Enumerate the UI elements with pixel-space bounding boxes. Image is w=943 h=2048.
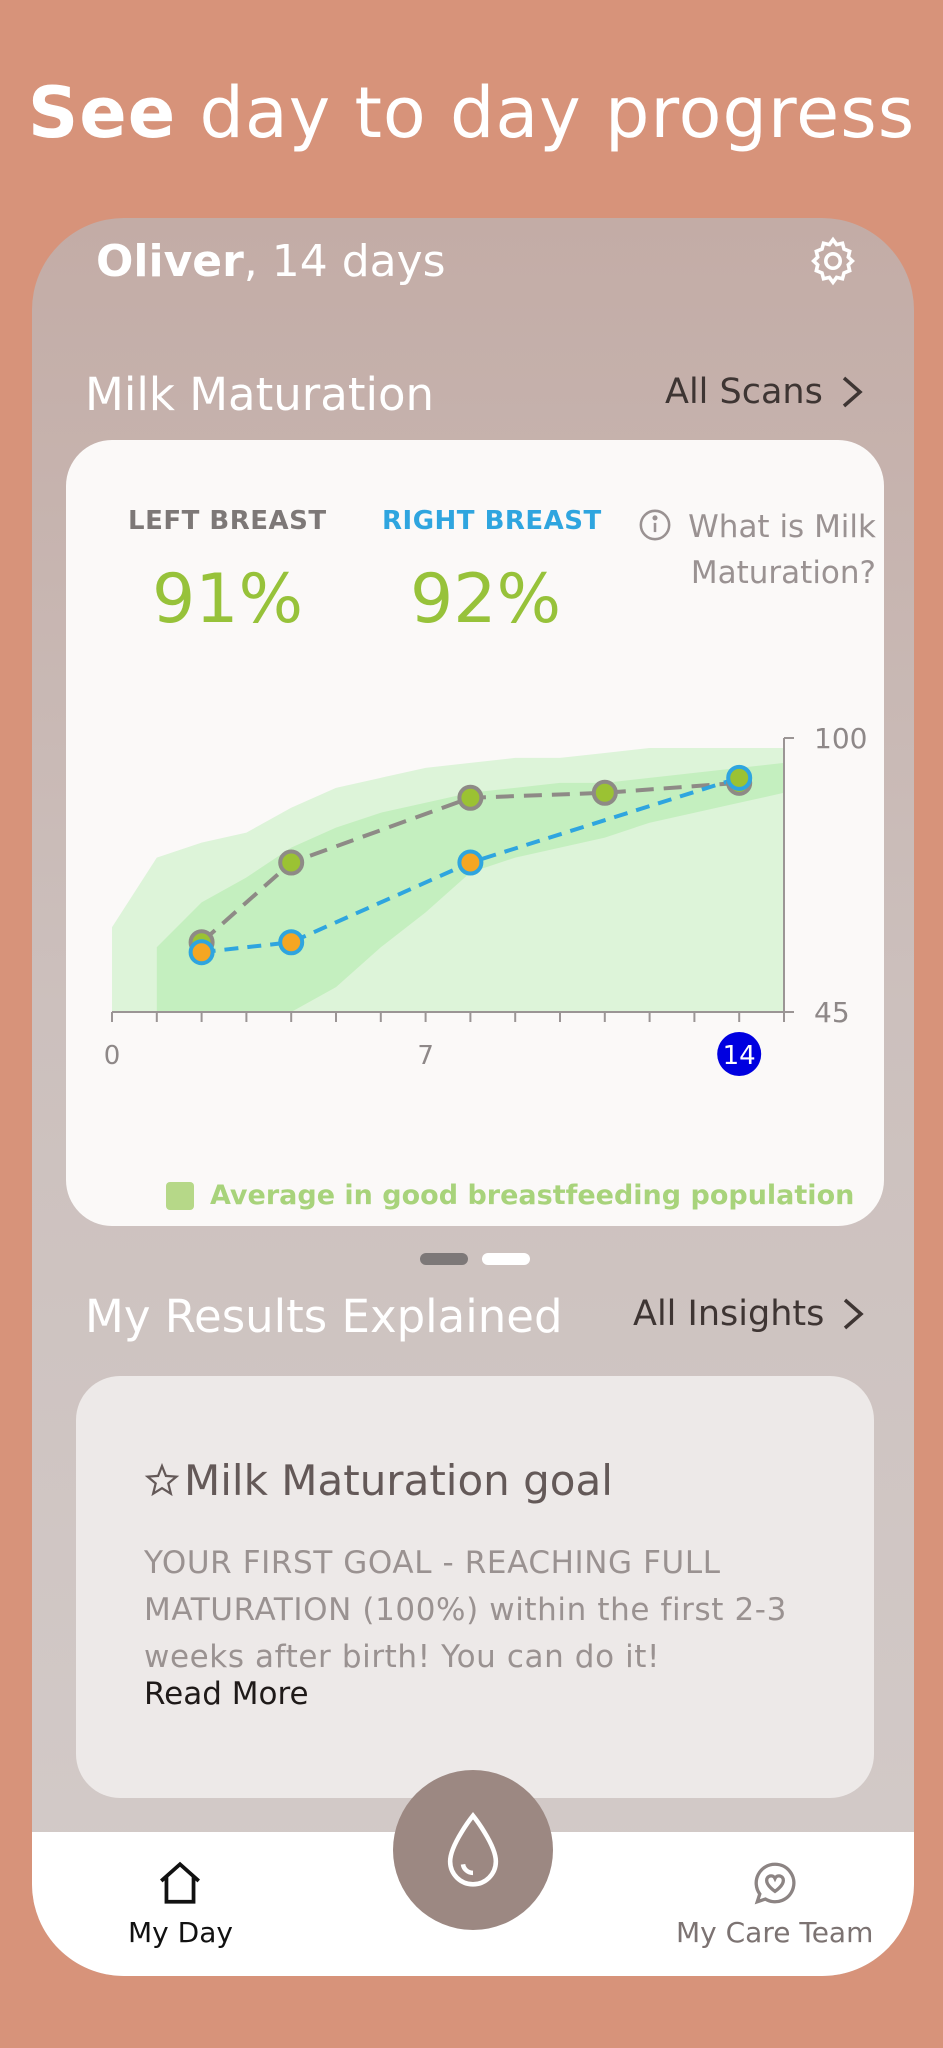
chevron-right-icon bbox=[842, 376, 863, 408]
all-insights-link[interactable]: All Insights bbox=[633, 1294, 865, 1334]
left-breast-point bbox=[457, 784, 484, 811]
home-icon bbox=[160, 1861, 201, 1904]
x-tick-label: 7 bbox=[417, 1041, 434, 1071]
nav-my-day[interactable]: My Day bbox=[128, 1858, 233, 1949]
insight-body: YOUR FIRST GOAL - REACHING FULL MATURATI… bbox=[144, 1545, 787, 1675]
drop-icon bbox=[447, 1812, 499, 1887]
section-title-maturation: Milk Maturation bbox=[85, 368, 435, 421]
all-scans-link[interactable]: All Scans bbox=[665, 372, 863, 412]
nav-my-care-team[interactable]: My Care Team bbox=[676, 1858, 873, 1949]
info-icon[interactable] bbox=[638, 508, 672, 542]
right-breast-line bbox=[201, 775, 740, 955]
left-breast-point bbox=[278, 849, 305, 876]
child-age: , 14 days bbox=[243, 236, 446, 287]
right-breast-point bbox=[188, 939, 215, 966]
star-icon bbox=[144, 1462, 180, 1496]
gear-icon[interactable] bbox=[806, 234, 860, 288]
insight-title: Milk Maturation goal bbox=[144, 1456, 613, 1505]
section-title-insights: My Results Explained bbox=[85, 1290, 563, 1343]
right-breast-label: RIGHT BREAST bbox=[382, 506, 602, 536]
left-breast-label: LEFT BREAST bbox=[128, 506, 327, 536]
left-breast-value: 91% bbox=[152, 560, 304, 639]
right-breast-point bbox=[278, 929, 305, 956]
nav-label: My Care Team bbox=[676, 1916, 874, 1949]
population-band-inner bbox=[156, 762, 785, 1012]
x-tick-label: 0 bbox=[104, 1041, 121, 1071]
chart-legend: Average in good breastfeeding population bbox=[166, 1180, 854, 1211]
nav-label: My Day bbox=[128, 1916, 233, 1949]
left-breast-point bbox=[591, 779, 618, 806]
insight-card[interactable]: Milk Maturation goal YOUR FIRST GOAL - R… bbox=[76, 1376, 874, 1798]
chevron-right-icon bbox=[844, 1298, 865, 1330]
page-dot[interactable] bbox=[482, 1253, 530, 1265]
pagination-dots[interactable] bbox=[420, 1253, 530, 1265]
page-dot-active[interactable] bbox=[420, 1253, 468, 1265]
legend-swatch bbox=[166, 1181, 194, 1210]
chat-heart-icon bbox=[754, 1862, 796, 1905]
scan-button[interactable] bbox=[393, 1770, 553, 1930]
child-name: Oliver bbox=[96, 236, 244, 287]
x-tick-highlight bbox=[717, 1032, 762, 1076]
right-breast-value: 92% bbox=[410, 560, 562, 639]
read-more-link[interactable]: Read More bbox=[144, 1676, 309, 1712]
maturation-card[interactable]: LEFT BREAST 91% RIGHT BREAST 92% What is… bbox=[66, 440, 884, 1226]
app-screen: Oliver, 14 days Milk Maturation All Scan… bbox=[32, 218, 914, 1976]
child-greeting: Oliver, 14 days bbox=[96, 236, 446, 287]
maturation-chart: 100 45 0 7 14 bbox=[104, 722, 867, 1076]
legend-text: Average in good breastfeeding population bbox=[210, 1180, 855, 1211]
x-tick-label: 14 bbox=[723, 1041, 756, 1071]
y-tick-label: 45 bbox=[814, 996, 850, 1029]
right-breast-point bbox=[726, 764, 753, 791]
info-text[interactable]: What is Milk Maturation? bbox=[688, 509, 876, 591]
y-tick-label: 100 bbox=[814, 722, 867, 755]
right-breast-point bbox=[457, 849, 484, 876]
headline: See day to day progress bbox=[27, 72, 916, 154]
